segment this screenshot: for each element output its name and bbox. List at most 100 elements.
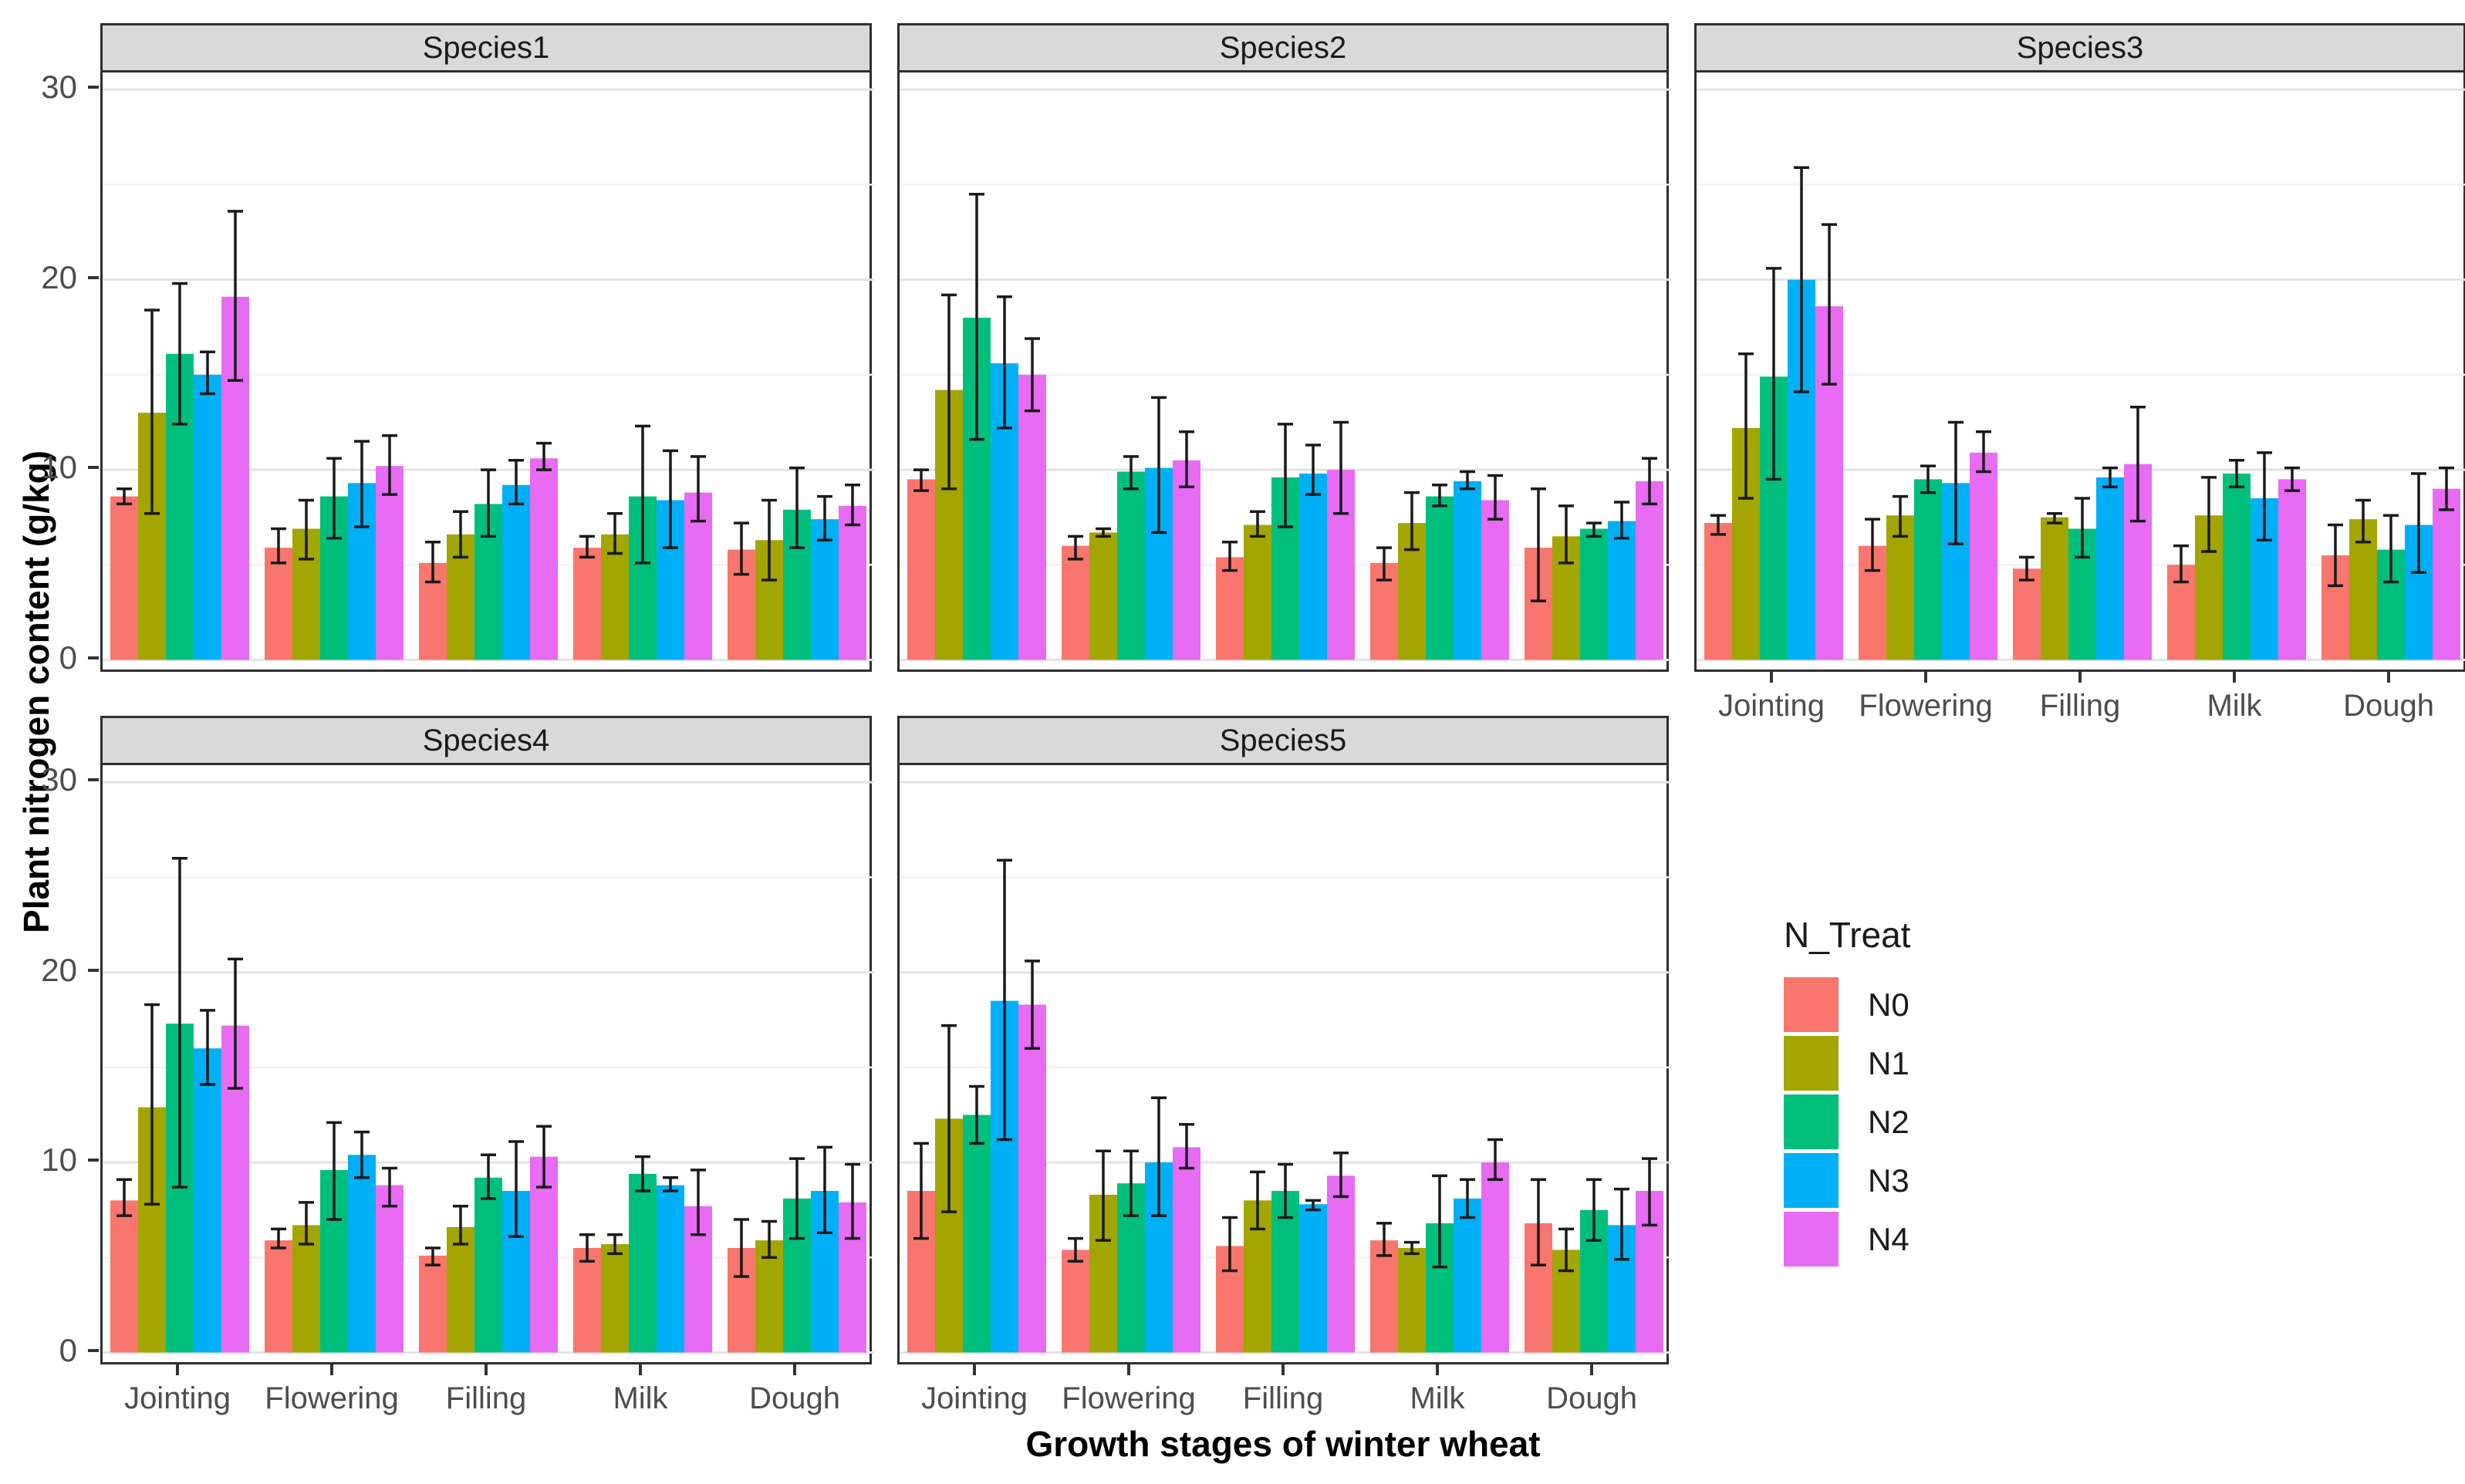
error-bar	[1642, 457, 1657, 506]
legend-key-n0: N0	[1784, 977, 1910, 1032]
bar	[573, 1247, 601, 1353]
error-bar	[354, 440, 370, 528]
bar	[1327, 1175, 1355, 1353]
facet-panel-species4: Species4	[100, 716, 874, 1367]
y-tick-mark	[88, 968, 99, 972]
error-bar	[2019, 555, 2034, 582]
y-tick-label: 20	[41, 951, 77, 988]
legend-swatch	[1784, 1212, 1839, 1266]
error-bar	[228, 957, 243, 1090]
error-bar	[354, 1130, 370, 1179]
y-tick-label: 0	[59, 639, 77, 676]
y-tick-mark	[88, 466, 99, 470]
facet-panel-species5: Species5	[897, 716, 1671, 1367]
facet-strip-label: Species4	[100, 716, 872, 765]
y-tick-label: 10	[41, 449, 77, 486]
x-tick-label: Milk	[1410, 1381, 1465, 1415]
error-bar	[2173, 544, 2189, 584]
error-bar	[1432, 1174, 1447, 1269]
error-bar	[1123, 1149, 1139, 1217]
bar	[2013, 568, 2041, 660]
error-bar	[1151, 396, 1167, 535]
error-bar	[1376, 546, 1392, 582]
error-bar	[2383, 514, 2399, 584]
error-bar	[116, 487, 132, 506]
error-bar	[845, 484, 860, 527]
bar	[1244, 524, 1271, 660]
error-bar	[2075, 497, 2090, 559]
bar	[1089, 532, 1117, 660]
error-bar	[1822, 223, 1837, 386]
bar	[1018, 1004, 1046, 1353]
bar	[1018, 374, 1046, 660]
bar	[265, 1240, 292, 1353]
bar	[1886, 515, 1914, 660]
legend-swatch	[1784, 977, 1839, 1032]
error-bar	[382, 1166, 397, 1208]
bar	[1216, 557, 1244, 660]
bar	[755, 1240, 783, 1353]
error-bar	[941, 293, 957, 491]
error-bar	[1305, 1199, 1321, 1212]
legend-label: N3	[1868, 1162, 1910, 1199]
bar	[447, 1226, 474, 1353]
x-tick-mark	[176, 1364, 179, 1375]
bar	[502, 484, 530, 660]
error-bar	[1531, 487, 1546, 602]
error-bar	[2328, 523, 2343, 588]
x-axis-title: Growth stages of winter wheat	[1025, 1424, 1541, 1464]
y-tick-label: 10	[41, 1142, 77, 1179]
error-bar	[200, 350, 215, 396]
error-bar	[1558, 1227, 1574, 1273]
legend-key-n4: N4	[1784, 1212, 1910, 1266]
error-bar	[2102, 466, 2118, 489]
facet-plot-area	[897, 763, 1671, 1364]
legend-label: N0	[1868, 986, 1910, 1023]
bar	[1299, 474, 1327, 660]
error-bar	[1179, 1123, 1194, 1170]
x-tick-label: Milk	[613, 1381, 668, 1415]
error-bar	[508, 458, 524, 506]
error-bar	[2130, 405, 2146, 523]
legend-label: N2	[1868, 1103, 1910, 1140]
error-bar	[1404, 491, 1420, 551]
error-bar	[116, 1178, 132, 1217]
error-bar	[691, 455, 706, 523]
error-bar	[579, 535, 595, 559]
bar	[419, 1255, 447, 1353]
legend-label: N1	[1868, 1044, 1910, 1081]
legend-key-n1: N1	[1784, 1036, 1910, 1091]
error-bar	[941, 1024, 957, 1213]
x-tick-label: Milk	[2207, 689, 2262, 723]
error-bar	[817, 1145, 832, 1235]
bar	[1636, 481, 1663, 660]
x-tick-label: Filling	[2039, 689, 2121, 723]
facet-panel-species1: Species1	[100, 23, 874, 674]
x-tick-label: Dough	[2343, 689, 2434, 723]
x-tick-label: Filling	[445, 1381, 527, 1415]
error-bar	[1487, 1138, 1503, 1182]
error-bar	[913, 468, 929, 492]
error-bar	[1068, 1236, 1083, 1263]
legend-swatch	[1784, 1036, 1839, 1091]
legend-swatch	[1784, 1153, 1839, 1208]
error-bar	[635, 424, 650, 565]
x-tick-mark	[485, 1364, 488, 1375]
bar	[110, 496, 138, 660]
error-bar	[969, 192, 984, 441]
error-bar	[1305, 444, 1321, 496]
bar	[1580, 528, 1608, 660]
x-tick-mark	[1924, 672, 1927, 683]
error-bar	[2047, 512, 2062, 524]
bar	[629, 1173, 657, 1353]
bar	[2278, 479, 2306, 660]
error-bar	[425, 1246, 441, 1266]
error-bar	[1586, 1178, 1602, 1242]
error-bar	[1068, 535, 1083, 561]
error-bar	[663, 1176, 678, 1192]
error-bar	[1460, 470, 1475, 491]
error-bar	[2439, 466, 2454, 511]
bar	[1398, 1247, 1426, 1353]
error-bar	[1710, 514, 1726, 536]
error-bar	[1123, 455, 1139, 491]
